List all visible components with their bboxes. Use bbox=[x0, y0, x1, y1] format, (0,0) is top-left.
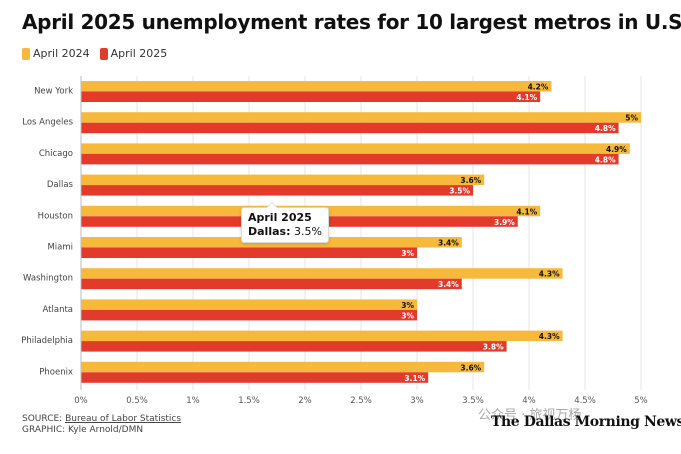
data-label: 4.8% bbox=[595, 124, 616, 133]
data-label: 3% bbox=[401, 311, 414, 320]
bar[interactable] bbox=[81, 81, 552, 92]
legend-item-april-2025[interactable]: April 2025 bbox=[99, 47, 168, 60]
category-label: Philadelphia bbox=[21, 336, 73, 346]
legend-swatch-april-2024 bbox=[22, 47, 30, 60]
category-label: Miami bbox=[47, 243, 73, 253]
x-tick-label: 1% bbox=[186, 396, 200, 406]
chart-title: April 2025 unemployment rates for 10 lar… bbox=[22, 10, 681, 34]
data-label: 4.8% bbox=[595, 155, 616, 164]
category-label: Los Angeles bbox=[22, 118, 73, 128]
bar[interactable] bbox=[81, 185, 473, 196]
data-label: 3.6% bbox=[460, 176, 481, 185]
x-tick-label: 0% bbox=[74, 396, 88, 406]
bar[interactable] bbox=[81, 372, 429, 383]
data-label: 3.4% bbox=[438, 280, 459, 289]
data-label: 3.1% bbox=[404, 374, 425, 383]
source-line: SOURCE: Bureau of Labor Statistics bbox=[22, 414, 181, 425]
graphic-credit: GRAPHIC: Kyle Arnold/DMN bbox=[22, 425, 144, 435]
data-label: 3.6% bbox=[460, 363, 481, 372]
x-tick-label: 0.5% bbox=[126, 396, 148, 406]
x-tick-label: 4% bbox=[522, 396, 536, 406]
bar[interactable] bbox=[81, 122, 619, 134]
category-label: Chicago bbox=[39, 149, 73, 159]
bar[interactable] bbox=[81, 247, 417, 259]
data-label: 3% bbox=[401, 249, 414, 258]
category-label: Houston bbox=[38, 211, 73, 221]
source-prefix: SOURCE: bbox=[22, 414, 66, 424]
data-label: 4.3% bbox=[539, 270, 560, 279]
category-label: Washington bbox=[23, 274, 73, 284]
bar[interactable] bbox=[81, 143, 630, 154]
bar[interactable] bbox=[81, 91, 541, 103]
bar[interactable] bbox=[81, 112, 641, 123]
source-credit: SOURCE: Bureau of Labor Statistics GRAPH… bbox=[22, 414, 181, 436]
tooltip: April 2025 Dallas: 3.5% bbox=[241, 202, 329, 243]
x-tick-label: 3% bbox=[410, 396, 424, 406]
watermark: 公众号 · 旅视万杨 bbox=[478, 408, 582, 423]
x-tick-label: 5% bbox=[634, 396, 648, 406]
tooltip-header: April 2025 bbox=[248, 211, 312, 224]
category-label: New York bbox=[34, 87, 73, 97]
data-label: 4.1% bbox=[516, 207, 537, 216]
bar[interactable] bbox=[81, 341, 507, 352]
bar[interactable] bbox=[81, 153, 619, 165]
x-tick-label: 2.5% bbox=[350, 396, 372, 406]
data-label: 3.8% bbox=[483, 343, 504, 352]
tooltip-body: Dallas: 3.5% bbox=[248, 225, 322, 239]
x-tick-label: 1.5% bbox=[238, 396, 260, 406]
legend-swatch-april-2025 bbox=[99, 47, 108, 60]
data-label: 5% bbox=[625, 114, 638, 123]
x-tick-label: 2% bbox=[298, 396, 312, 406]
data-label: 3.4% bbox=[438, 239, 459, 248]
category-label: Dallas bbox=[47, 180, 74, 190]
bar[interactable] bbox=[81, 330, 563, 342]
legend: April 2024 April 2025 bbox=[22, 47, 167, 60]
data-label: 4.9% bbox=[606, 145, 627, 154]
data-label: 3.5% bbox=[449, 187, 470, 196]
x-tick-label: 4.5% bbox=[574, 396, 596, 406]
data-label: 3.9% bbox=[494, 218, 515, 227]
data-label: 4.3% bbox=[539, 332, 560, 341]
bar[interactable] bbox=[81, 299, 417, 310]
legend-label-april-2025: April 2025 bbox=[110, 47, 168, 60]
tooltip-value: 3.5% bbox=[293, 225, 322, 238]
bar[interactable] bbox=[81, 268, 563, 279]
bar[interactable] bbox=[81, 278, 462, 290]
bar[interactable] bbox=[81, 174, 485, 186]
bar[interactable] bbox=[81, 309, 417, 321]
source-link[interactable]: Bureau of Labor Statistics bbox=[65, 414, 182, 424]
bar[interactable] bbox=[81, 361, 485, 373]
category-label: Phoenix bbox=[39, 367, 73, 377]
legend-label-april-2024: April 2024 bbox=[33, 47, 90, 60]
data-label: 4.2% bbox=[528, 83, 549, 92]
legend-item-april-2024[interactable]: April 2024 bbox=[22, 47, 90, 60]
data-label: 4.1% bbox=[516, 93, 537, 102]
data-label: 3% bbox=[401, 301, 414, 310]
x-tick-label: 3.5% bbox=[462, 396, 484, 406]
masthead-logo: The Dallas Morning News bbox=[491, 414, 681, 430]
tooltip-key: Dallas: bbox=[248, 225, 291, 238]
category-label: Atlanta bbox=[43, 305, 74, 315]
